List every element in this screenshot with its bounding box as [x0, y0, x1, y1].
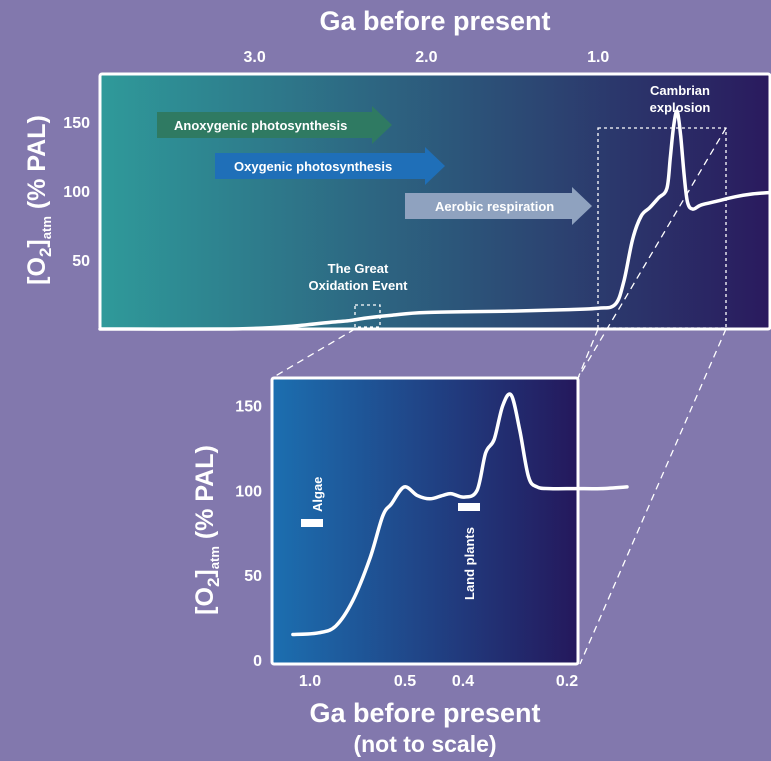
inset-y-axis-title: [O2]atm (% PAL) — [191, 445, 223, 615]
inset-x-tick-label: 0.4 — [452, 673, 474, 690]
main-y-axis-title: [O2]atm (% PAL) — [23, 115, 55, 285]
main-y-tick-label: 50 — [72, 253, 90, 270]
arrow-aerobic-label: Aerobic respiration — [435, 199, 554, 214]
inset-x-tick-label: 0.5 — [394, 673, 416, 690]
inset-o2-curve — [291, 392, 629, 637]
inset-chart: 1.0 0.5 0.4 0.2 0 50 100 150 Ga before present… — [191, 376, 629, 757]
inset-y-ticks: 0 50 100 150 — [235, 398, 262, 670]
cambrian-label: Cambrian explosion — [650, 83, 711, 115]
inset-x-tick-label: 0.2 — [556, 673, 578, 690]
inset-y-tick-label: 150 — [235, 398, 262, 415]
arrow-aerobic: Aerobic respiration — [405, 187, 592, 225]
inset-x-axis-title: Ga before present — [309, 698, 540, 728]
main-x-tick-label: 2.0 — [415, 49, 437, 66]
goe-label: The Great Oxidation Event — [309, 261, 409, 293]
land-plants-marker — [458, 503, 480, 511]
zoom-connectors — [271, 127, 727, 665]
main-x-tick-label: 3.0 — [243, 49, 265, 66]
cambrian-highlight-box — [597, 127, 727, 329]
algae-marker — [301, 519, 323, 527]
main-y-tick-label: 150 — [63, 115, 90, 132]
algae-label: Algae — [310, 477, 325, 512]
inset-y-tick-label: 100 — [235, 483, 262, 500]
main-x-ticks: 3.0 2.0 1.0 — [243, 49, 609, 66]
connector-top-right — [577, 127, 727, 379]
main-y-tick-label: 100 — [63, 184, 90, 201]
main-y-ticks: 50 100 150 — [63, 115, 90, 270]
arrow-oxygenic-label: Oxygenic photosynthesis — [234, 159, 392, 174]
land-plants-label: Land plants — [462, 527, 477, 600]
connector-left — [577, 328, 599, 379]
arrow-oxygenic: Oxygenic photosynthesis — [215, 147, 445, 185]
arrow-anoxygenic-label: Anoxygenic photosynthesis — [174, 118, 347, 133]
inset-plot-area — [270, 376, 580, 666]
inset-y-tick-label: 0 — [253, 653, 262, 670]
main-x-tick-label: 1.0 — [587, 49, 609, 66]
main-o2-curve — [98, 109, 771, 331]
connector-bottom-right — [579, 328, 727, 665]
inset-x-ticks: 1.0 0.5 0.4 0.2 — [299, 673, 578, 690]
inset-x-tick-label: 1.0 — [299, 673, 321, 690]
main-x-axis-title: Ga before present — [319, 6, 550, 36]
arrow-anoxygenic: Anoxygenic photosynthesis — [157, 106, 392, 144]
inset-x-axis-subtitle: (not to scale) — [353, 731, 496, 757]
main-chart: Ga before present 3.0 2.0 1.0 50 100 150 [O2… — [23, 6, 771, 331]
connector-goe-left — [271, 328, 356, 379]
inset-y-tick-label: 50 — [244, 568, 262, 585]
